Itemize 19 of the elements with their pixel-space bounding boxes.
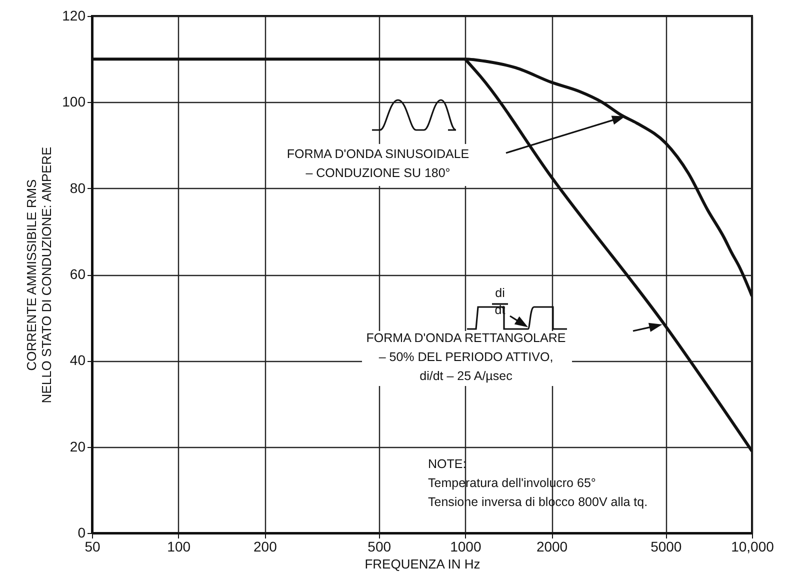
x-tick-label: 500 <box>368 538 392 554</box>
annotation: FORMA D'ONDA SINUSOIDALE – CONDUZIONE SU 180° <box>286 147 470 180</box>
x-tick-label: 100 <box>167 538 191 554</box>
y-tick-label: 0 <box>78 524 86 540</box>
x-tick-label: 10,000 <box>731 538 774 554</box>
x-tick-label: 2000 <box>536 538 568 554</box>
x-axis-title: FREQUENZA IN Hz <box>364 556 480 572</box>
y-tick-label: 60 <box>70 266 86 282</box>
y-tick-label: 40 <box>70 352 86 368</box>
annotation: FORMA D'ONDA RETTANGOLARE – 50% DEL PERIODO ATTIVO, di/dt – 25 A/µsec <box>366 331 566 383</box>
y-tick-label: 100 <box>62 94 86 110</box>
x-tick-label: 200 <box>254 538 278 554</box>
y-tick-label: 80 <box>70 180 86 196</box>
y-axis-title: CORRENTE AMMISSIBILE RMS NELLO STATO DI CONDUZIONE: AMPERE <box>24 146 54 404</box>
x-tick-label: 50 <box>84 538 100 554</box>
x-tick-label: 1000 <box>450 538 482 554</box>
y-tick-label: 120 <box>62 8 86 24</box>
x-tick-label: 5000 <box>650 538 682 554</box>
y-tick-label: 20 <box>70 438 86 454</box>
